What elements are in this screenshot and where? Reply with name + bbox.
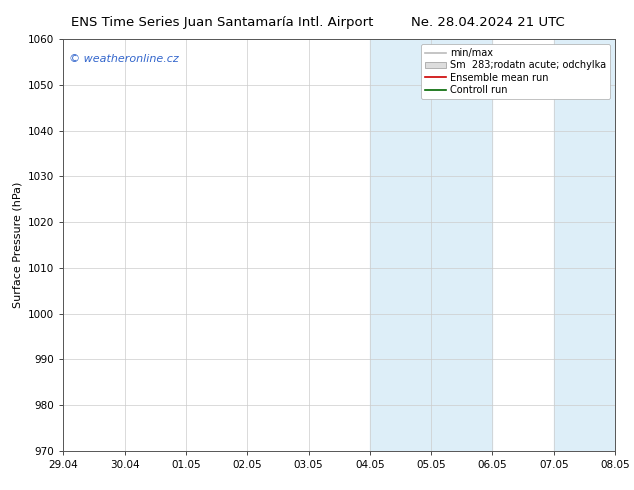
Y-axis label: Surface Pressure (hPa): Surface Pressure (hPa): [13, 182, 23, 308]
Text: © weatheronline.cz: © weatheronline.cz: [69, 53, 179, 64]
Bar: [370, 39, 493, 451]
Text: ENS Time Series Juan Santamaría Intl. Airport: ENS Time Series Juan Santamaría Intl. Ai…: [71, 16, 373, 28]
Text: Ne. 28.04.2024 21 UTC: Ne. 28.04.2024 21 UTC: [411, 16, 565, 28]
Legend: min/max, Sm  283;rodatn acute; odchylka, Ensemble mean run, Controll run: min/max, Sm 283;rodatn acute; odchylka, …: [421, 44, 610, 99]
Bar: [553, 39, 615, 451]
